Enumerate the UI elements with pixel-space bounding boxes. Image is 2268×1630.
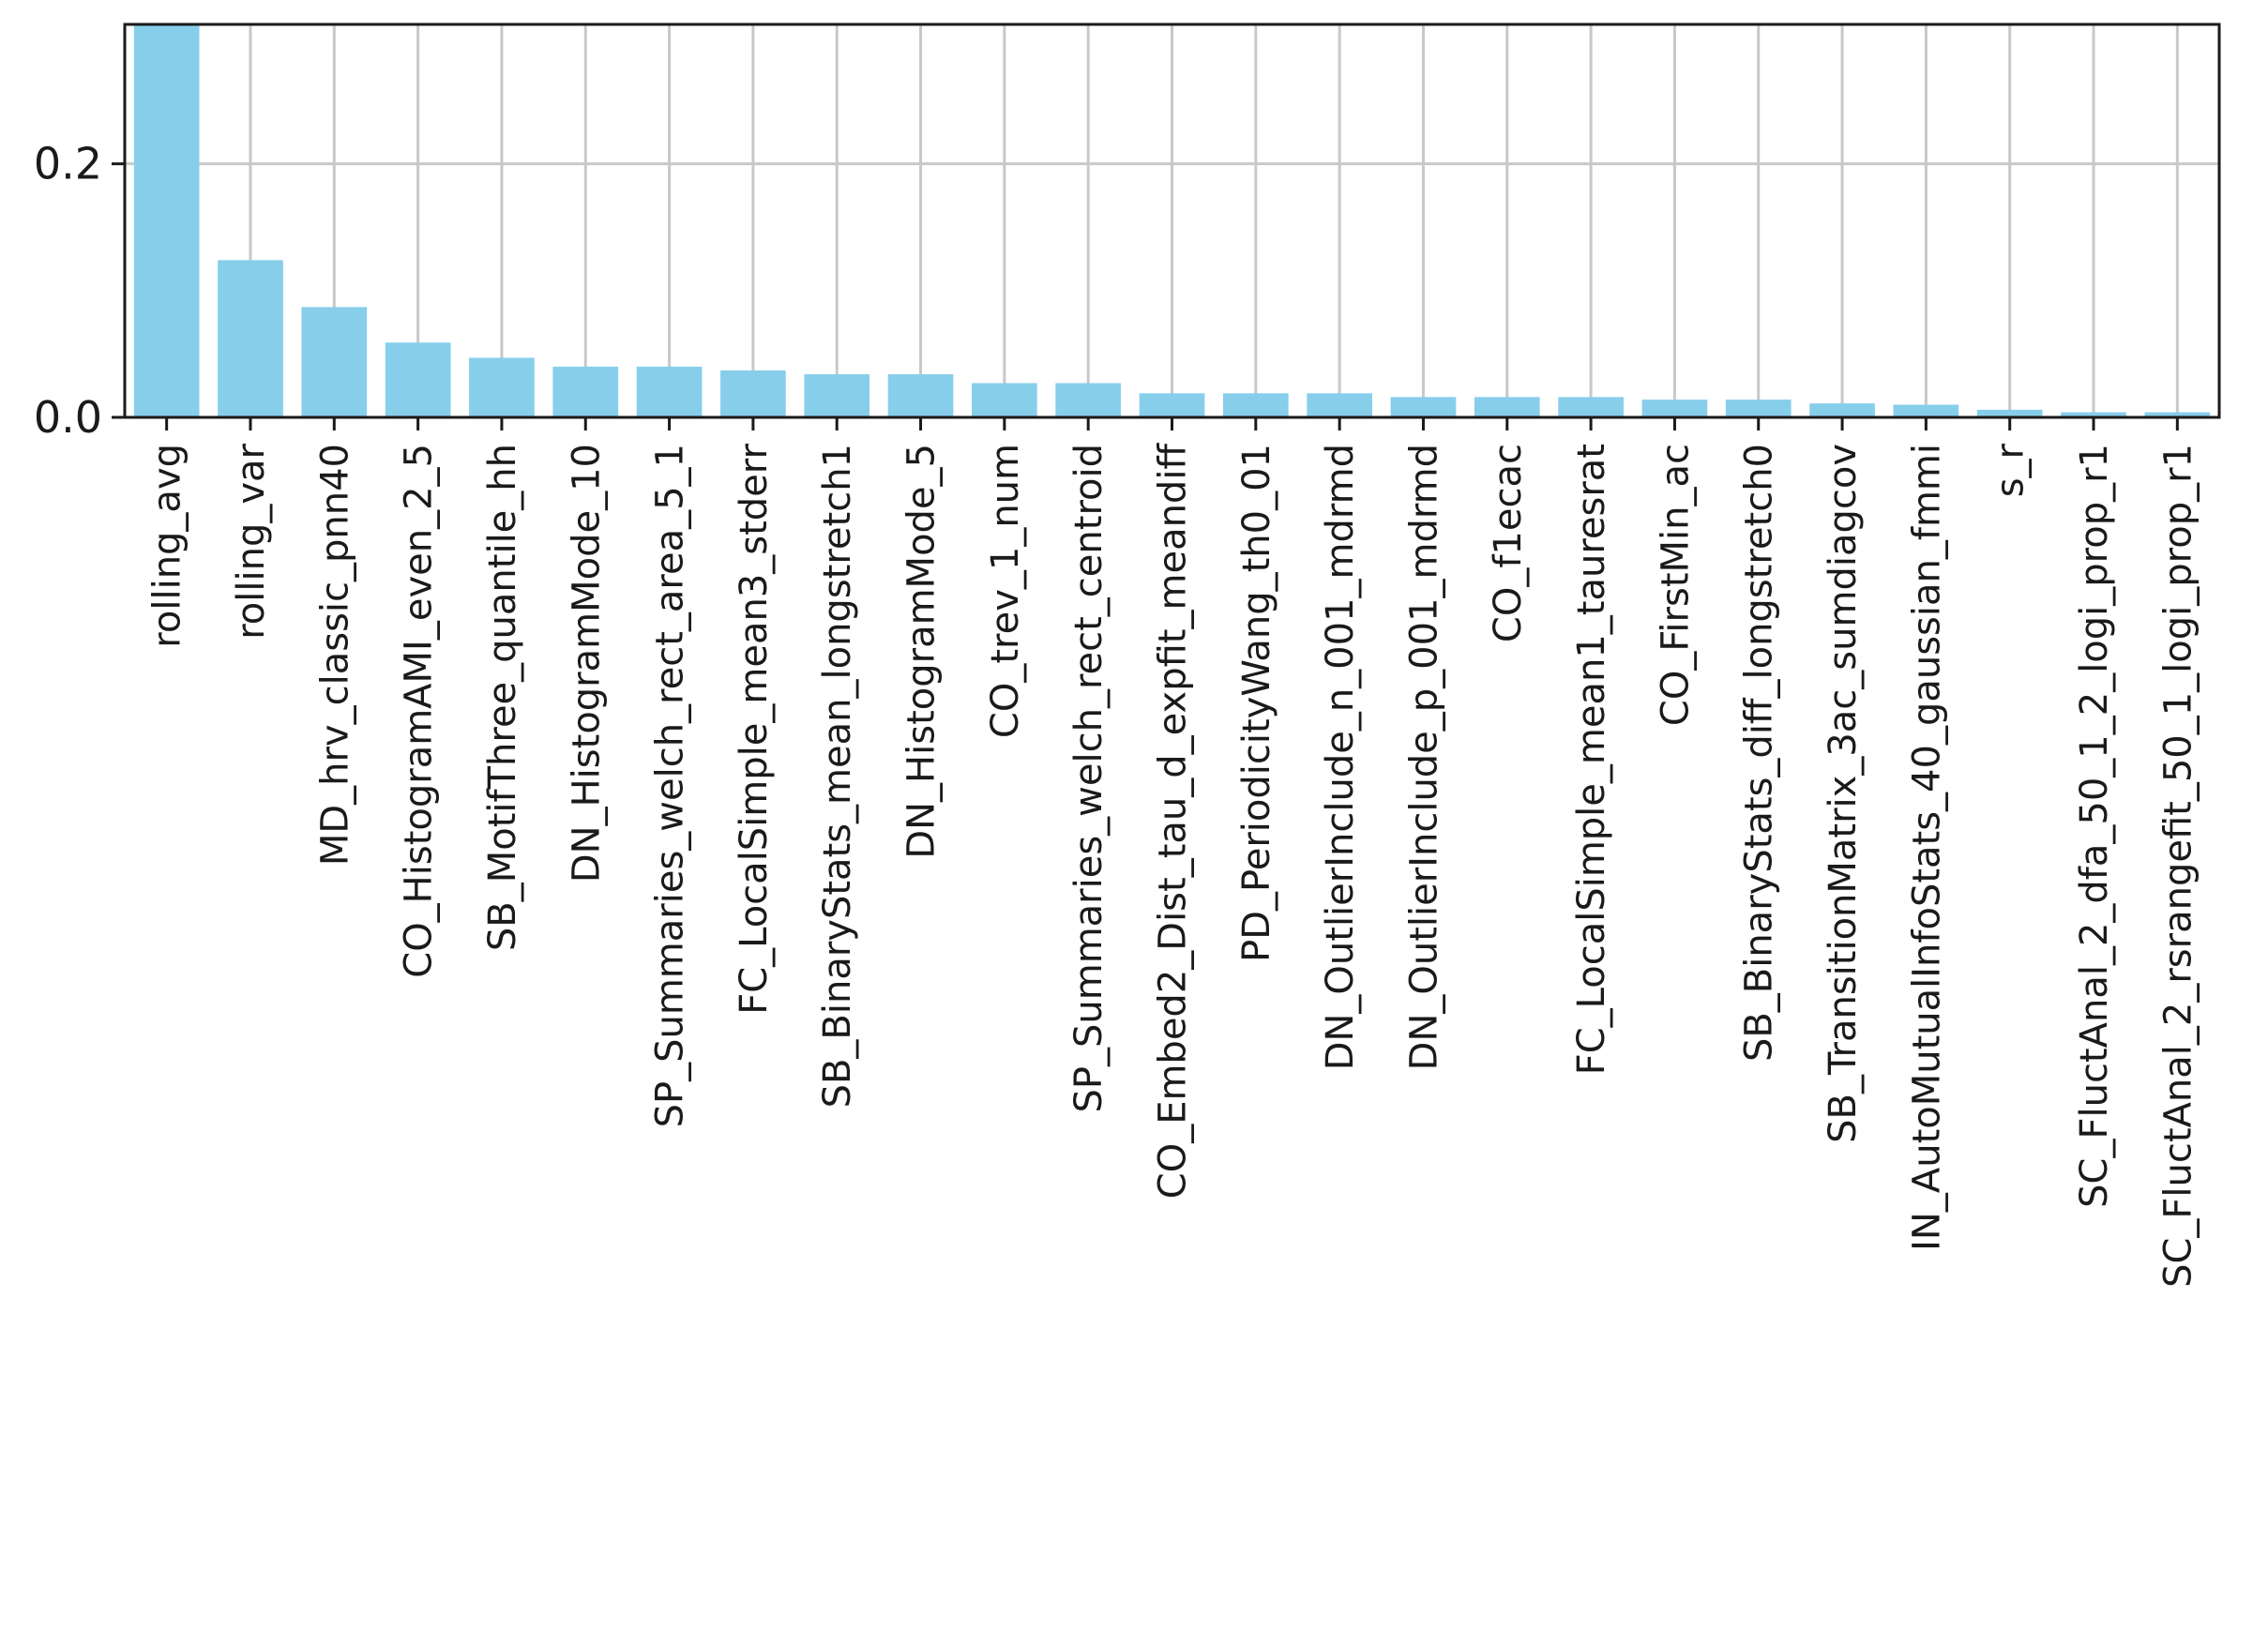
x-tick-label: CO_FirstMin_ac xyxy=(1654,444,1697,726)
grid-lines xyxy=(125,24,2219,419)
x-tick-label: CO_f1ecac xyxy=(1487,444,1530,642)
x-tick-label: DN_HistogramMode_5 xyxy=(900,444,944,859)
bar-SB_TransitionMatrix_3ac_sumdiagcov xyxy=(1809,403,1875,417)
x-tick-label: DN_OutlierInclude_p_001_mdrmd xyxy=(1402,444,1445,1070)
bar-CO_f1ecac xyxy=(1474,397,1540,417)
x-tick-label: MD_hrv_classic_pnn40 xyxy=(313,444,356,866)
bars xyxy=(133,25,2211,417)
bar-CO_Embed2_Dist_tau_d_expfit_meandiff xyxy=(1139,393,1205,417)
bar-DN_OutlierInclude_p_001_mdrmd xyxy=(1390,397,1457,417)
x-tick-label: SB_BinaryStats_mean_longstretch1 xyxy=(816,444,859,1108)
x-tick-label: DN_HistogramMode_10 xyxy=(565,444,608,883)
bar-DN_HistogramMode_10 xyxy=(552,366,619,417)
bar-MD_hrv_classic_pnn40 xyxy=(301,307,368,417)
bar-FC_LocalSimple_mean3_stderr xyxy=(720,370,786,417)
x-tick-label: SP_Summaries_welch_rect_centroid xyxy=(1067,444,1111,1113)
x-axis-ticks: rolling_avg rolling_var MD_hrv_classic_pnn… xyxy=(146,417,2200,1288)
bar-SP_Summaries_welch_rect_centroid xyxy=(1055,383,1122,417)
x-tick-label: CO_trev_1_num xyxy=(984,444,1027,738)
bar-SB_BinaryStats_diff_longstretch0 xyxy=(1725,400,1792,417)
x-tick-label: FC_LocalSimple_mean1_tauresrat xyxy=(1570,444,1613,1075)
x-tick-label: rolling_var xyxy=(230,443,273,639)
x-tick-label: PD_PeriodicityWang_th0_01 xyxy=(1235,444,1278,962)
x-tick-label: s_r xyxy=(1989,443,2033,497)
x-tick-label: SB_BinaryStats_diff_longstretch0 xyxy=(1738,444,1781,1062)
bar-SB_MotifThree_quantile_hh xyxy=(469,357,535,417)
bar-SC_FluctAnal_2_dfa_50_1_2_logi_prop_r1 xyxy=(2061,412,2126,417)
bar-IN_AutoMutualInfoStats_40_gaussian_fmmi xyxy=(1893,404,1959,417)
x-tick-label: DN_OutlierInclude_n_001_mdrmd xyxy=(1319,444,1362,1070)
x-tick-label: IN_AutoMutualInfoStats_40_gaussian_fmmi xyxy=(1905,444,1948,1251)
x-tick-label: FC_LocalSimple_mean3_stderr xyxy=(733,443,776,1014)
x-tick-label: SC_FluctAnal_2_dfa_50_1_2_logi_prop_r1 xyxy=(2073,444,2116,1208)
bar-s_r xyxy=(1976,409,2043,417)
bar-FC_LocalSimple_mean1_tauresrat xyxy=(1558,397,1624,417)
bar-PD_PeriodicityWang_th0_01 xyxy=(1222,393,1289,417)
bar-SC_FluctAnal_2_rsrangefit_50_1_logi_prop_r1 xyxy=(2144,412,2211,417)
bar-DN_HistogramMode_5 xyxy=(887,374,954,417)
bar-CO_FirstMin_ac xyxy=(1641,400,1708,417)
bar-rolling_avg xyxy=(133,25,200,417)
bar-CO_trev_1_num xyxy=(972,383,1037,417)
bar-SB_BinaryStats_mean_longstretch1 xyxy=(804,374,870,417)
x-tick-label: rolling_avg xyxy=(146,444,189,648)
bar-DN_OutlierInclude_n_001_mdrmd xyxy=(1307,393,1372,417)
x-tick-label: SC_FluctAnal_2_rsrangefit_50_1_logi_prop… xyxy=(2156,444,2200,1288)
bar-CO_HistogramAMI_even_2_5 xyxy=(385,342,451,417)
x-tick-label: SB_MotifThree_quantile_hh xyxy=(481,444,524,951)
y-axis-ticks: 0.0 0.2 xyxy=(34,139,125,443)
y-tick-label: 0.2 xyxy=(34,139,102,189)
x-tick-label: CO_Embed2_Dist_tau_d_expfit_meandiff xyxy=(1152,443,1195,1200)
x-tick-label: SB_TransitionMatrix_3ac_sumdiagcov xyxy=(1822,444,1865,1143)
x-tick-label: SP_Summaries_welch_rect_area_5_1 xyxy=(649,444,692,1127)
y-tick-label: 0.0 xyxy=(34,392,102,443)
bar-SP_Summaries_welch_rect_area_5_1 xyxy=(636,366,703,417)
x-tick-label: CO_HistogramAMI_even_2_5 xyxy=(398,444,441,978)
bar-rolling_var xyxy=(218,260,283,417)
